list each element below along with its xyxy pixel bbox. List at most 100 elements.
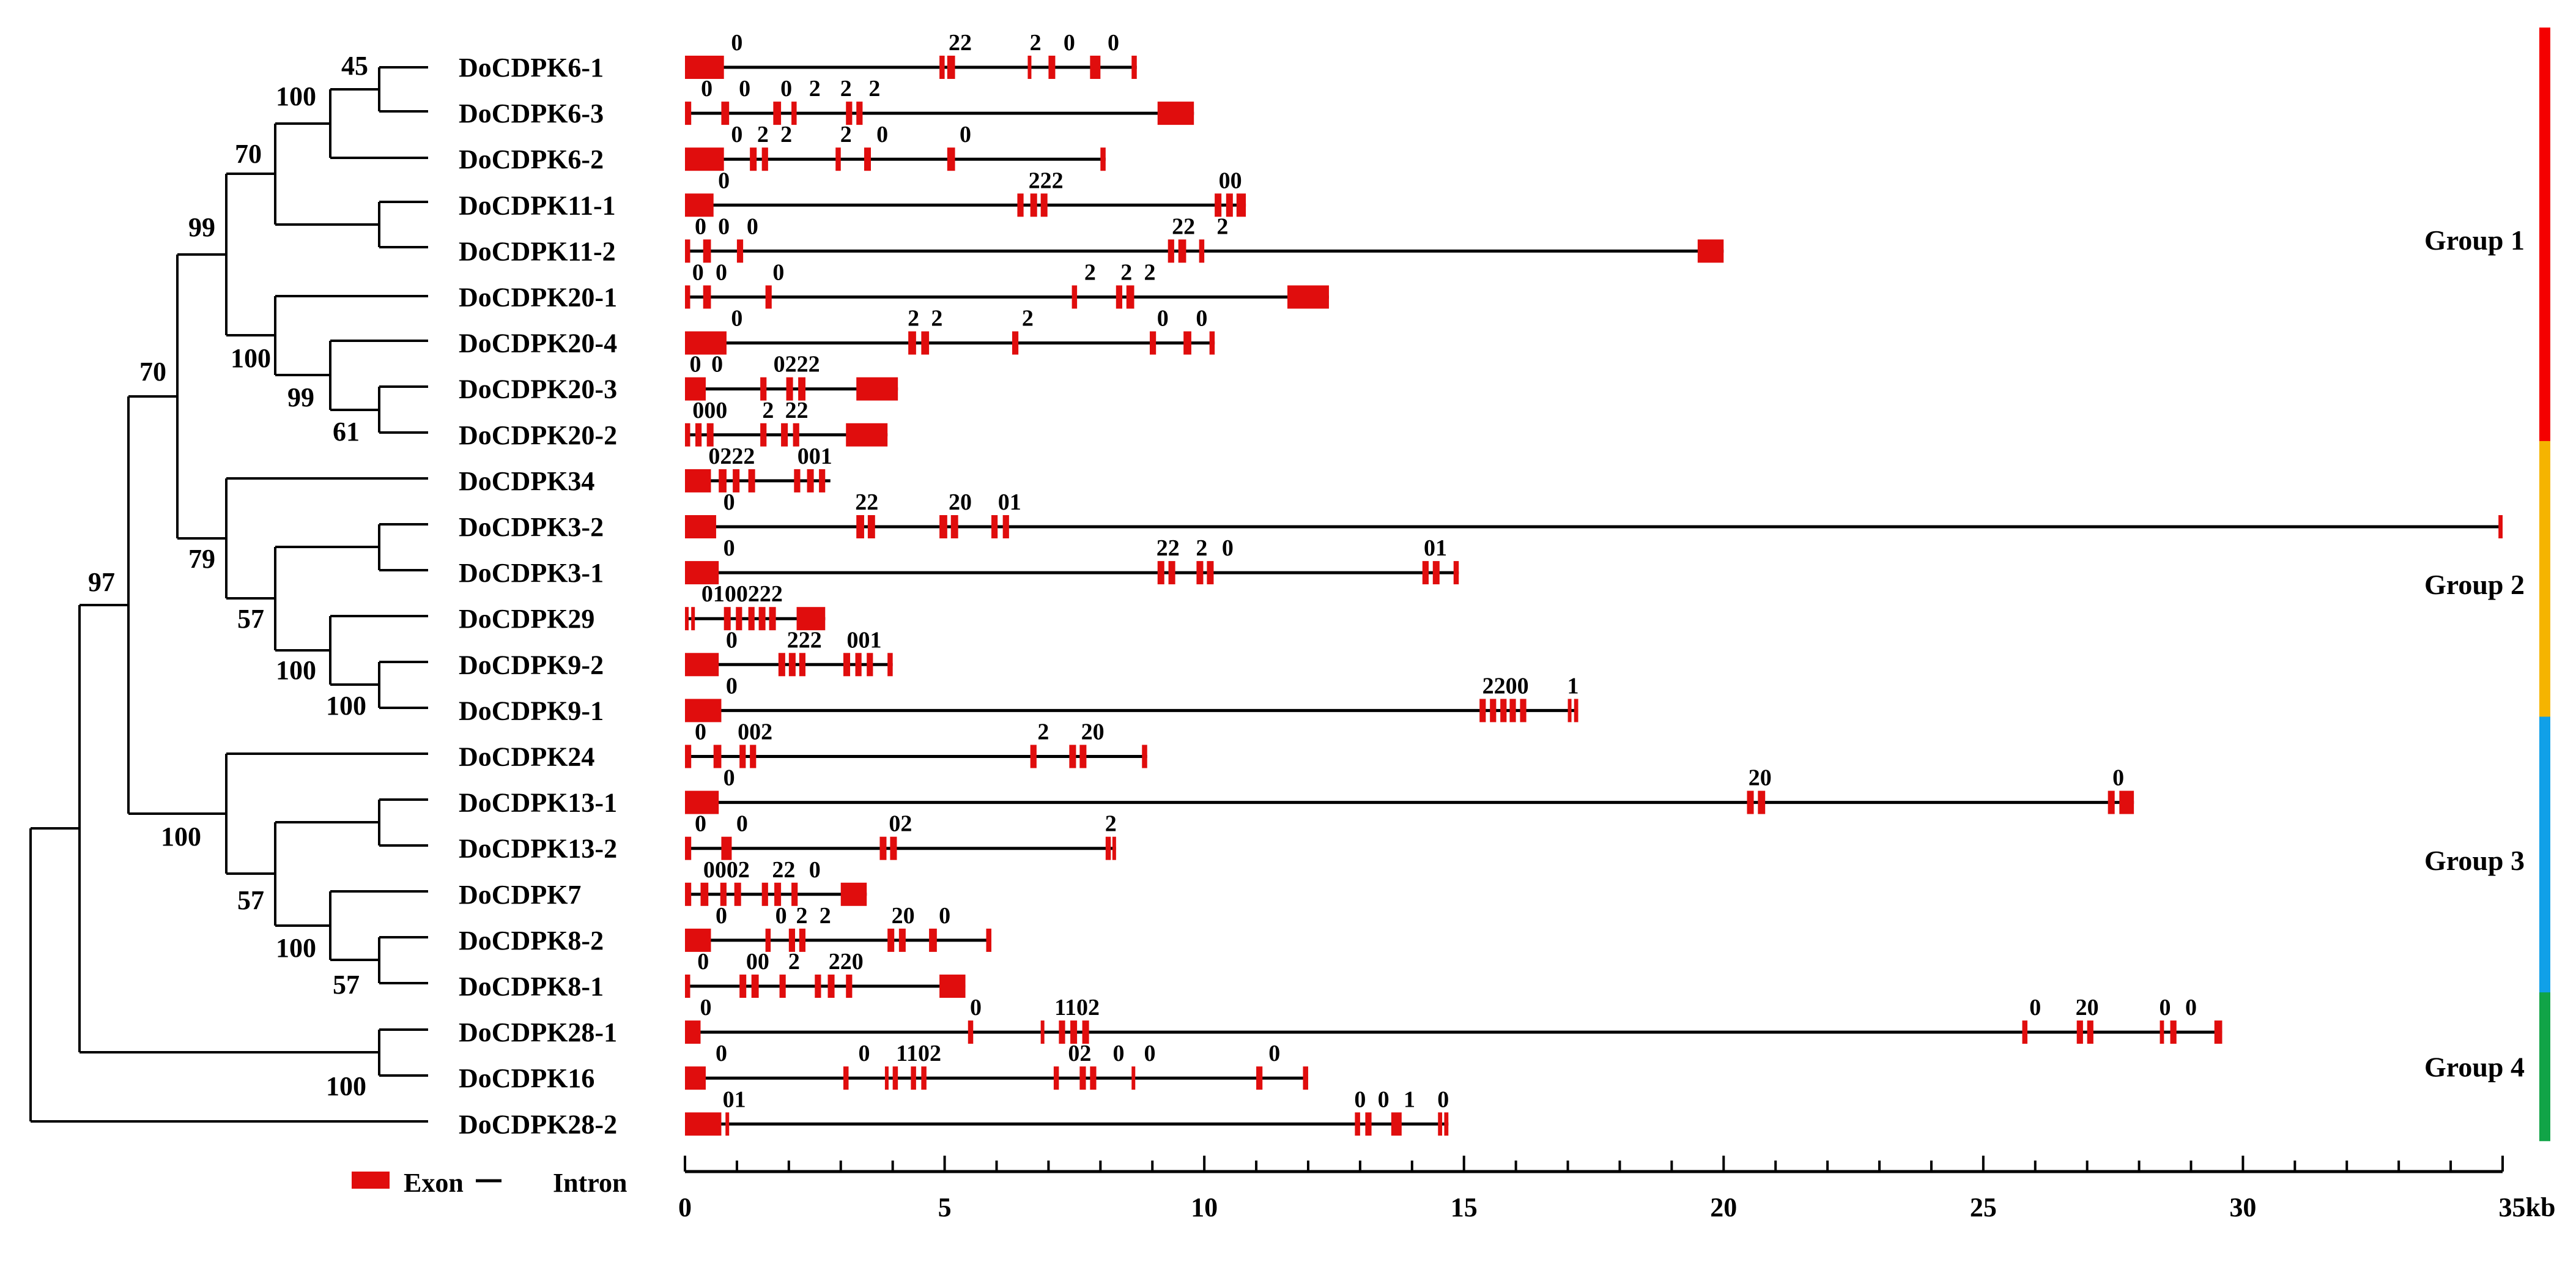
intron-phase-label: 0: [780, 76, 792, 102]
intron-phase-label: 20: [2076, 995, 2099, 1020]
exon-block: [879, 836, 887, 860]
exon-block: [947, 147, 955, 171]
exon-block: [773, 102, 782, 125]
exon-block: [1126, 285, 1134, 309]
intron-phase-label: 0002: [703, 857, 750, 883]
exon-block: [685, 102, 692, 125]
intron-phase-label: 01: [998, 489, 1021, 515]
intron-phase-label: 0: [695, 811, 706, 837]
intron-phase-label: 0: [858, 1041, 870, 1066]
intron-phase-label: 002: [738, 719, 772, 745]
exon-block: [720, 882, 727, 906]
exon-block: [781, 423, 788, 447]
exon-block: [1079, 745, 1087, 768]
exon-block: [1168, 561, 1175, 585]
intron-phase-label: 2: [908, 306, 919, 332]
exon-block: [685, 423, 690, 447]
intron-phase-label: 0: [1354, 1087, 1366, 1112]
exon-block: [1574, 699, 1579, 723]
intron-phase-label: 0: [876, 122, 888, 147]
intron-phase-label: 2: [1030, 30, 1042, 56]
exon-block: [1017, 193, 1024, 217]
bootstrap-value: 99: [287, 382, 314, 412]
gene-name: DoCDPK24: [459, 742, 594, 772]
exon-block: [1196, 561, 1204, 585]
tree-branch: [378, 798, 428, 847]
gene-row: DoCDPK8-20 0 2 2 20 0: [459, 903, 991, 956]
intron-phase-label: 2: [796, 903, 808, 929]
exon-block: [1070, 1020, 1078, 1044]
exon-block: [846, 423, 888, 447]
bootstrap-value: 100: [276, 655, 316, 685]
exon-block: [840, 882, 867, 906]
intron-phase-label: 0: [716, 903, 727, 929]
tree-branch: [225, 752, 428, 875]
exon-block: [758, 607, 766, 631]
bootstrap-value: 61: [333, 417, 360, 447]
exon-block: [843, 653, 851, 677]
exon-block: [939, 515, 947, 538]
gene-row: DoCDPK11-20 0 0 22 2: [459, 214, 1724, 266]
intron-phase-label: 1102: [896, 1041, 941, 1066]
bootstrap-value: 70: [235, 139, 262, 169]
intron-phase-label: 0: [2029, 995, 2041, 1020]
intron-phase-label: 0: [718, 168, 730, 193]
bootstrap-value: 57: [333, 970, 360, 1000]
exon-block: [867, 515, 875, 538]
intron-phase-label: 0: [695, 719, 706, 745]
axis-tick-label: 5: [938, 1192, 952, 1222]
exon-block: [791, 102, 797, 125]
intron-phase-label: 2: [780, 122, 792, 147]
exon-block: [700, 882, 709, 906]
gene-row: DoCDPK20-40 2 2 2 0 0: [459, 306, 1215, 359]
exon-block: [786, 377, 793, 401]
exon-block: [695, 423, 702, 447]
intron-phase-label: 0: [1196, 306, 1207, 332]
exon-block: [846, 975, 853, 998]
exon-block: [921, 331, 930, 355]
exon-block: [835, 147, 841, 171]
exon-block: [799, 928, 806, 952]
intron-phase-label: 0: [726, 627, 738, 653]
intron-phase-label: 0: [747, 214, 758, 239]
intron-phase-label: 22: [772, 857, 795, 883]
intron-phase-label: 2: [931, 306, 942, 332]
exon-block: [1207, 561, 1214, 585]
tree-branch: [176, 253, 226, 540]
intron-phase-label: 0: [724, 765, 735, 791]
intron-phase-label: 0: [731, 30, 742, 56]
intron-phase-label: 00: [1219, 168, 1242, 193]
exon-block: [769, 607, 776, 631]
intron-phase-label: 0: [716, 1041, 727, 1066]
exon-block: [750, 147, 757, 171]
intron-phase-label: 2: [757, 122, 769, 147]
exon-block: [855, 653, 862, 677]
intron-phase-label: 2: [840, 122, 852, 147]
gene-name: DoCDPK6-2: [459, 144, 604, 174]
intron-phase-label: 0: [772, 260, 784, 286]
exon-block: [796, 607, 826, 631]
exon-block: [867, 653, 873, 677]
gene-name: DoCDPK11-2: [459, 236, 616, 266]
tree-branch: [274, 546, 379, 652]
gene-name: DoCDPK20-4: [459, 329, 617, 359]
intron-phase-label: 0222: [708, 444, 755, 469]
bootstrap-value: 100: [326, 691, 366, 721]
exon-block: [765, 285, 772, 309]
exon-block: [685, 515, 716, 538]
gene-name: DoCDPK6-1: [459, 53, 604, 83]
gene-row: DoCDPK9-2 0 222 001: [459, 627, 893, 680]
phylogenetic-tree: [29, 66, 428, 1123]
intron-phase-label: 2: [868, 76, 880, 102]
exon-block: [856, 377, 898, 401]
intron-phase-label: 02: [889, 811, 912, 837]
exon-block: [791, 882, 798, 906]
intron-phase-label: 2: [1120, 260, 1132, 286]
exon-block: [2170, 1020, 2177, 1044]
exon-block: [1030, 745, 1037, 768]
exon-block: [703, 239, 711, 263]
exon-block: [1209, 331, 1215, 355]
intron-phase-label: 2: [809, 76, 821, 102]
group-label: Group 1: [2424, 225, 2525, 256]
exon-block: [1048, 56, 1056, 79]
